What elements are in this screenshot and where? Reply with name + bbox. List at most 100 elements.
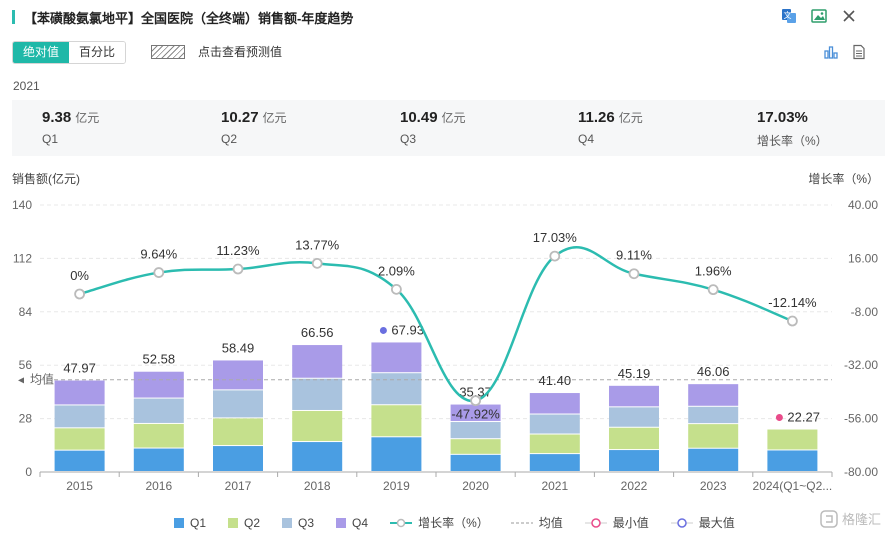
legend-mean-label: 均值 <box>538 516 563 530</box>
top-toolbar: 文 <box>781 8 857 24</box>
summary-q3: 10.49 亿元 Q3 <box>400 109 466 146</box>
bar-q1 <box>529 454 580 471</box>
summary-year: 2021 <box>13 79 40 93</box>
legend-q2[interactable]: Q2 <box>228 516 260 530</box>
total-label: 67.93 <box>391 322 424 337</box>
growth-point <box>549 250 561 262</box>
absolute-value-tab[interactable]: 绝对值 <box>13 42 70 63</box>
growth-point <box>153 267 165 278</box>
total-label: 45.19 <box>618 366 651 381</box>
bar-q3 <box>609 407 659 427</box>
growth-label: 0% <box>70 268 89 283</box>
mean-label: 均值 <box>30 372 54 387</box>
summary-q3-unit: 亿元 <box>441 111 466 125</box>
forecast-toggle[interactable]: 点击查看预测值 <box>151 43 282 60</box>
summary-q1: 9.38 亿元 Q1 <box>42 109 99 146</box>
bar-q3 <box>529 414 580 434</box>
y2-axis-title: 增长率（%） <box>808 172 879 186</box>
summary-q3-value: 10.49 <box>400 109 438 126</box>
bar-q1 <box>213 446 263 471</box>
x-tick-label: 2018 <box>304 479 331 493</box>
legend-max-label: 最大值 <box>698 516 735 530</box>
max-marker <box>379 326 387 334</box>
bar-q2 <box>767 429 818 450</box>
bar-q4 <box>213 360 263 390</box>
bar-q1 <box>688 448 739 471</box>
legend-q4-swatch <box>336 517 347 528</box>
forecast-label: 点击查看预测值 <box>198 45 283 59</box>
chart-title: 【苯磺酸氨氯地平】全国医院（全终端）销售额-年度趋势 <box>24 10 354 26</box>
summary-q2-label: Q2 <box>221 132 238 146</box>
summary-q4: 11.26 亿元 Q4 <box>578 109 643 146</box>
summary-q1-unit: 亿元 <box>75 111 100 125</box>
bar-q2 <box>292 410 343 442</box>
y2-tick-label: -8.00 <box>851 305 879 319</box>
growth-point <box>232 263 244 275</box>
summary-growth: 17.03% 增长率（%） <box>757 109 828 149</box>
growth-label: 11.23% <box>216 243 260 258</box>
growth-line <box>79 246 793 402</box>
bar-q4 <box>133 371 184 398</box>
close-icon[interactable] <box>841 8 857 24</box>
summary-q2: 10.27 亿元 Q2 <box>221 109 287 146</box>
summary-growth-value: 17.03% <box>757 109 808 126</box>
chart-legend: Q1 Q2 Q3 Q4 增长率（%） 均值 最小值 最大值 <box>174 514 757 531</box>
bar-q4 <box>609 385 659 407</box>
total-label: 52.58 <box>143 352 176 367</box>
min-marker <box>775 414 783 422</box>
y-tick-label: 0 <box>25 465 32 479</box>
legend-q1[interactable]: Q1 <box>174 516 206 530</box>
x-tick-label: 2023 <box>700 479 727 493</box>
bar-q1 <box>450 454 501 471</box>
bar-q2 <box>450 439 501 454</box>
legend-mean[interactable]: 均值 <box>510 514 563 531</box>
growth-point <box>628 268 640 280</box>
bar-q1 <box>767 450 818 471</box>
legend-min[interactable]: 最小值 <box>584 514 649 531</box>
x-tick-label: 2015 <box>66 479 93 493</box>
legend-growth-swatch <box>390 517 413 529</box>
legend-max[interactable]: 最大值 <box>670 514 735 531</box>
legend-q3[interactable]: Q3 <box>282 516 314 530</box>
y-tick-label: 140 <box>12 198 32 212</box>
bar-q2 <box>371 405 422 437</box>
legend-q3-label: Q3 <box>298 515 315 530</box>
x-tick-label: 2024(Q1~Q2... <box>753 479 833 493</box>
bar-q3 <box>688 406 739 424</box>
summary-q1-value: 9.38 <box>42 109 72 126</box>
summary-panel: 9.38 亿元 Q1 10.27 亿元 Q2 10.49 亿元 Q3 11.26 亿元 … <box>12 100 885 156</box>
growth-point <box>311 257 323 269</box>
bar-q2 <box>133 423 184 448</box>
bar-q1 <box>133 448 184 471</box>
growth-label: -47.92% <box>451 407 500 422</box>
growth-label: -12.14% <box>768 295 817 310</box>
bar-chart-icon[interactable] <box>823 44 839 60</box>
percentage-tab[interactable]: 百分比 <box>69 42 126 63</box>
bar-q2 <box>609 427 659 450</box>
watermark-logo-icon <box>820 509 838 528</box>
translate-icon[interactable]: 文 <box>781 8 797 24</box>
bar-q2 <box>688 424 739 448</box>
summary-q1-label: Q1 <box>42 132 59 146</box>
legend-max-swatch <box>670 517 693 529</box>
x-tick-label: 2022 <box>621 479 648 493</box>
x-tick-label: 2017 <box>225 479 252 493</box>
growth-label: 13.77% <box>295 237 340 252</box>
bar-q4 <box>54 380 105 405</box>
legend-q3-swatch <box>282 517 293 528</box>
bar-q3 <box>133 398 184 423</box>
legend-q4[interactable]: Q4 <box>336 516 368 530</box>
legend-min-swatch <box>584 517 607 529</box>
growth-label: 17.03% <box>533 230 578 245</box>
image-icon[interactable] <box>811 8 827 24</box>
bar-q4 <box>529 393 580 414</box>
legend-growth[interactable]: 增长率（%） <box>390 514 489 531</box>
table-view-icon[interactable] <box>851 44 867 60</box>
growth-point <box>470 395 482 407</box>
y-tick-label: 84 <box>19 305 33 319</box>
legend-min-label: 最小值 <box>612 516 649 530</box>
bar-q2 <box>54 428 105 450</box>
total-label: 47.97 <box>63 361 96 376</box>
legend-q1-swatch <box>174 517 184 528</box>
